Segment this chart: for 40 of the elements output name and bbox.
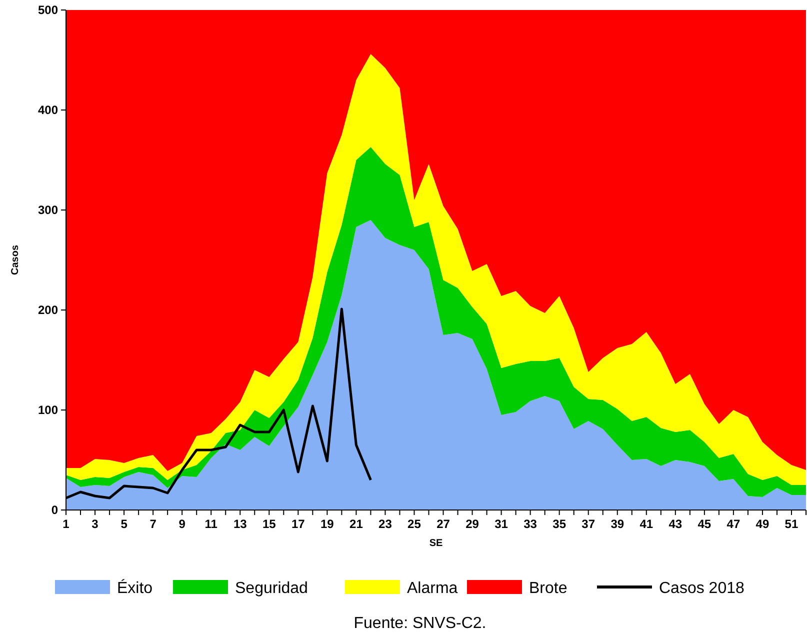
x-tick-label: 11	[204, 517, 218, 531]
x-tick-label: 43	[668, 517, 682, 531]
y-tick-label: 200	[38, 303, 58, 317]
y-axis-title: Casos	[10, 244, 21, 276]
x-tick-label: 1	[62, 517, 70, 531]
y-tick-label: 300	[38, 203, 58, 217]
x-tick-label: 41	[640, 517, 654, 531]
legend-label: Brote	[529, 580, 568, 597]
source-note: Fuente: SNVS-C2.	[354, 615, 486, 632]
x-tick-label: 27	[436, 517, 450, 531]
x-tick-label: 33	[524, 517, 538, 531]
x-tick-label: 19	[320, 517, 334, 531]
y-tick-label: 400	[38, 103, 58, 117]
x-axis-title: SE	[429, 538, 443, 549]
x-tick-label: 35	[552, 517, 566, 531]
y-tick-label: 500	[38, 3, 58, 17]
x-tick-label: 3	[92, 517, 99, 531]
x-tick-label: 23	[378, 517, 392, 531]
x-tick-label: 49	[756, 517, 770, 531]
x-tick-label: 17	[291, 517, 306, 531]
legend-label: Casos 2018	[659, 580, 744, 597]
x-tick-label: 5	[120, 517, 128, 531]
legend-label: Seguridad	[235, 580, 308, 597]
x-tick-label: 31	[494, 517, 508, 531]
x-tick-label: 45	[698, 517, 712, 531]
legend-label: Éxito	[117, 579, 153, 597]
x-tick-label: 25	[408, 517, 422, 531]
y-tick-label: 0	[51, 503, 58, 517]
x-tick-label: 9	[178, 517, 186, 531]
legend-label: Alarma	[407, 580, 458, 597]
x-tick-label: 21	[350, 517, 364, 531]
x-tick-label: 15	[262, 517, 276, 531]
x-tick-label: 7	[150, 517, 157, 531]
x-tick-label: 29	[466, 517, 480, 531]
x-tick-label: 13	[233, 517, 248, 531]
x-tick-label: 51	[784, 517, 798, 531]
x-tick-label: 47	[726, 517, 740, 531]
y-tick-label: 100	[38, 403, 58, 417]
x-tick-label: 37	[582, 517, 596, 531]
x-tick-label: 39	[610, 517, 624, 531]
